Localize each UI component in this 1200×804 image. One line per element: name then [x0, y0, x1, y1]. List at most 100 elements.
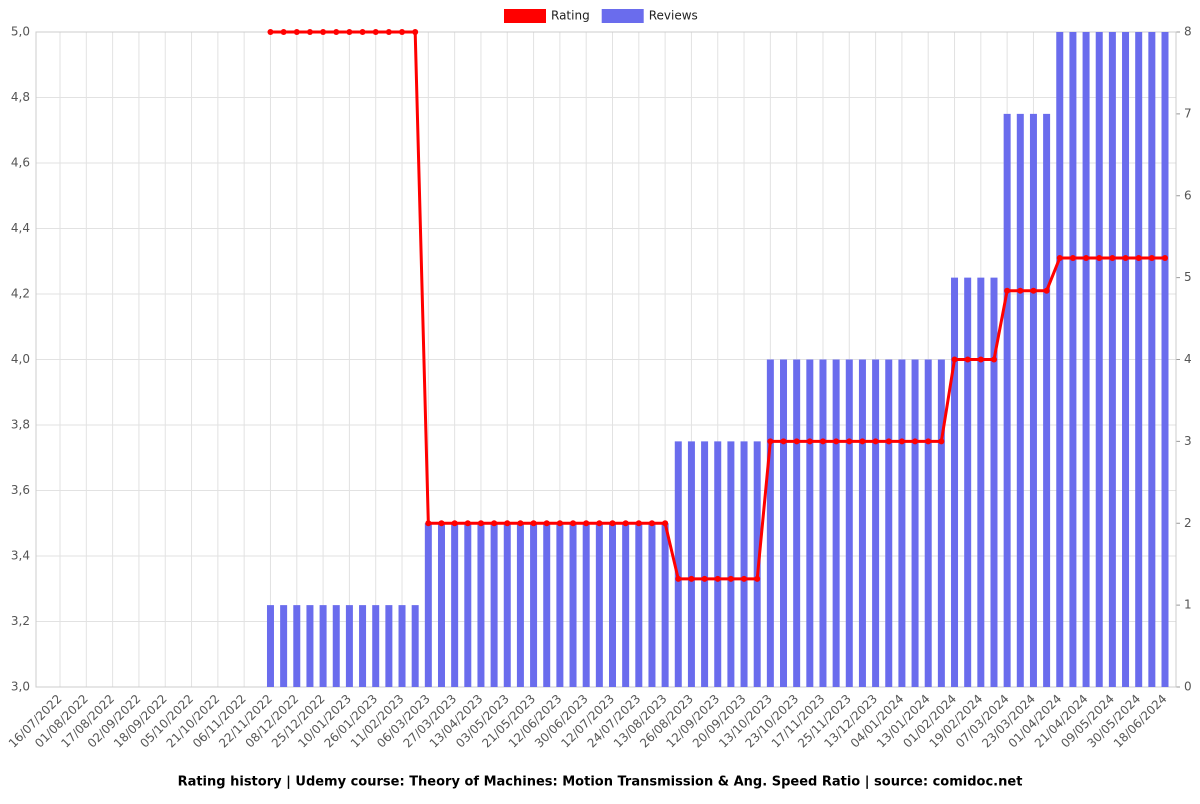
bar — [280, 605, 288, 687]
rating-dot — [372, 29, 379, 35]
bar — [332, 605, 340, 687]
bar — [1135, 32, 1143, 687]
rating-dot — [648, 520, 655, 527]
bar — [622, 523, 630, 687]
rating-dot — [662, 520, 669, 527]
y-tick-label: 4,2 — [11, 287, 30, 301]
bar — [437, 523, 445, 687]
rating-dot — [1083, 254, 1090, 261]
rating-dot — [912, 438, 919, 445]
y-tick-label: 3,0 — [11, 680, 30, 694]
rating-dot — [1148, 254, 1155, 261]
bar — [701, 441, 709, 687]
rating-dot — [990, 356, 997, 363]
bar — [359, 605, 367, 687]
rating-dot — [346, 29, 353, 35]
rating-dot — [780, 438, 787, 445]
y2-tick-label: 6 — [1184, 188, 1192, 202]
rating-dot — [280, 29, 287, 35]
legend-label: Reviews — [649, 9, 698, 23]
rating-dot — [727, 575, 734, 582]
bar — [345, 605, 353, 687]
rating-dot — [320, 29, 327, 35]
bar — [845, 359, 853, 687]
rating-dot — [767, 438, 774, 445]
bar — [595, 523, 603, 687]
rating-dot — [833, 438, 840, 445]
rating-dot — [635, 520, 642, 527]
bar — [937, 359, 945, 687]
rating-dot — [1004, 287, 1011, 294]
bar — [819, 359, 827, 687]
bar — [1029, 113, 1037, 687]
bar — [372, 605, 380, 687]
bar — [464, 523, 472, 687]
bar — [924, 359, 932, 687]
bar — [1148, 32, 1156, 687]
rating-dot — [1017, 287, 1024, 294]
rating-dot — [1043, 287, 1050, 294]
legend-swatch — [504, 9, 546, 23]
bar — [306, 605, 314, 687]
bar — [793, 359, 801, 687]
rating-dot — [543, 520, 550, 527]
rating-dot — [806, 438, 813, 445]
bar — [516, 523, 524, 687]
rating-dot — [359, 29, 366, 35]
bar — [806, 359, 814, 687]
y2-tick-label: 7 — [1184, 106, 1192, 120]
rating-dot — [1096, 254, 1103, 261]
bar — [556, 523, 564, 687]
rating-dot — [1162, 254, 1168, 261]
rating-dot — [596, 520, 603, 527]
y2-tick-label: 4 — [1184, 352, 1192, 366]
y-tick-label: 4,8 — [11, 90, 30, 104]
rating-dot — [964, 356, 971, 363]
rating-dot — [688, 575, 695, 582]
bar — [687, 441, 695, 687]
bar — [293, 605, 301, 687]
bar — [1108, 32, 1116, 687]
rating-dot — [333, 29, 340, 35]
rating-dot — [714, 575, 721, 582]
rating-dot — [1030, 287, 1037, 294]
y2-tick-label: 0 — [1184, 680, 1192, 694]
rating-dot — [425, 520, 432, 527]
rating-dot — [675, 575, 682, 582]
plot-frame — [35, 31, 1177, 688]
y-tick-label: 3,4 — [11, 549, 30, 563]
bar — [490, 523, 498, 687]
rating-dot — [859, 438, 866, 445]
bar — [1095, 32, 1103, 687]
bar — [1016, 113, 1024, 687]
y2-tick-label: 1 — [1184, 598, 1192, 612]
rating-dot — [556, 520, 563, 527]
y2-tick-label: 5 — [1184, 270, 1192, 284]
bar — [898, 359, 906, 687]
rating-dot — [504, 520, 511, 527]
rating-dot — [1122, 254, 1129, 261]
bar — [569, 523, 577, 687]
rating-dot — [491, 520, 498, 527]
rating-dot — [872, 438, 879, 445]
bar — [1082, 32, 1090, 687]
y2-tick-label: 2 — [1184, 516, 1192, 530]
rating-dot — [477, 520, 484, 527]
rating-dot — [399, 29, 406, 35]
rating-dot — [846, 438, 853, 445]
bar — [319, 605, 327, 687]
rating-dot — [530, 520, 537, 527]
bar — [674, 441, 682, 687]
bar — [477, 523, 485, 687]
bar — [543, 523, 551, 687]
bar — [858, 359, 866, 687]
bar — [885, 359, 893, 687]
bar — [1161, 32, 1169, 687]
rating-dot — [570, 520, 577, 527]
rating-dot — [1069, 254, 1076, 261]
rating-dot — [609, 520, 616, 527]
rating-dot — [451, 520, 458, 527]
rating-dot — [793, 438, 800, 445]
bar — [990, 277, 998, 687]
